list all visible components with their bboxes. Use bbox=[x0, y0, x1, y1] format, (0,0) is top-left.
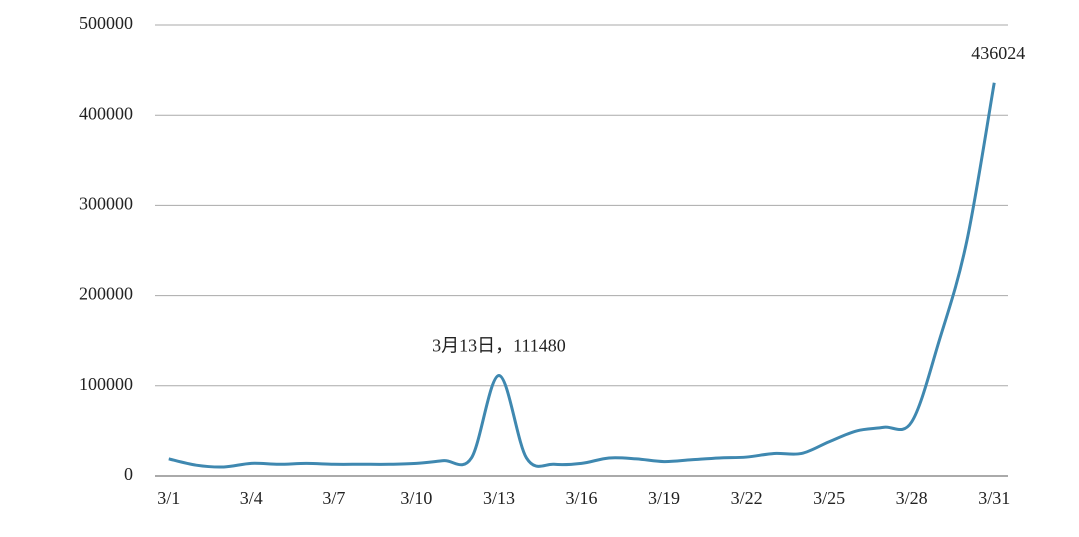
x-tick-label: 3/1 bbox=[157, 488, 180, 508]
y-tick-label: 100000 bbox=[79, 374, 133, 394]
x-tick-label: 3/10 bbox=[400, 488, 432, 508]
y-tick-label: 400000 bbox=[79, 103, 133, 123]
x-tick-label: 3/16 bbox=[565, 488, 597, 508]
x-tick-label: 3/25 bbox=[813, 488, 845, 508]
line bbox=[168, 82, 996, 469]
x-tick-label: 3/4 bbox=[240, 488, 263, 508]
x-tick-label: 3/28 bbox=[896, 488, 928, 508]
x-tick-label: 3/13 bbox=[483, 488, 515, 508]
y-tick-label: 200000 bbox=[79, 284, 133, 304]
x-tick-label: 3/7 bbox=[322, 488, 345, 508]
y-tick-label: 500000 bbox=[79, 13, 133, 33]
data-label: 3月13日，111480 bbox=[432, 336, 566, 356]
y-tick-label: 300000 bbox=[79, 194, 133, 214]
data-label: 436024 bbox=[971, 43, 1025, 63]
x-tick-label: 3/22 bbox=[731, 488, 763, 508]
x-tick-label: 3/31 bbox=[978, 488, 1010, 508]
y-tick-label: 0 bbox=[124, 464, 133, 484]
x-tick-label: 3/19 bbox=[648, 488, 680, 508]
